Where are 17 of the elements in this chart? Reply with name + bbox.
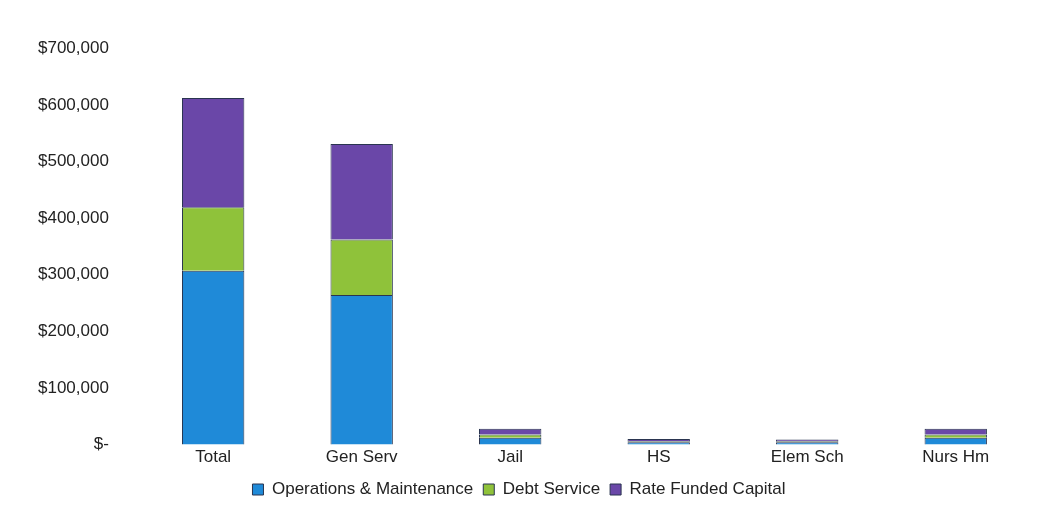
y-tick-label: $700,000 bbox=[38, 37, 109, 57]
y-tick-label: $400,000 bbox=[38, 207, 109, 227]
legend-label: Debt Service bbox=[502, 479, 601, 499]
y-tick-label: $200,000 bbox=[38, 321, 109, 341]
x-tick-label: Jail bbox=[497, 447, 523, 467]
x-tick-label: Total bbox=[195, 447, 232, 467]
legend-label: Rate Funded Capital bbox=[629, 479, 786, 499]
y-tick-label: $- bbox=[93, 434, 109, 454]
y-tick-label: $300,000 bbox=[38, 264, 109, 284]
x-tick-label: HS bbox=[646, 447, 671, 467]
x-tick-label: Gen Serv bbox=[325, 447, 399, 467]
y-tick-label: $100,000 bbox=[38, 377, 109, 397]
x-tick-label: Nurs Hm bbox=[922, 447, 990, 467]
y-tick-label: $600,000 bbox=[38, 94, 109, 114]
y-tick-label: $500,000 bbox=[38, 151, 109, 171]
legend-label: Operations & Maintenance bbox=[271, 479, 474, 499]
x-tick-label: Elem Sch bbox=[770, 447, 844, 467]
